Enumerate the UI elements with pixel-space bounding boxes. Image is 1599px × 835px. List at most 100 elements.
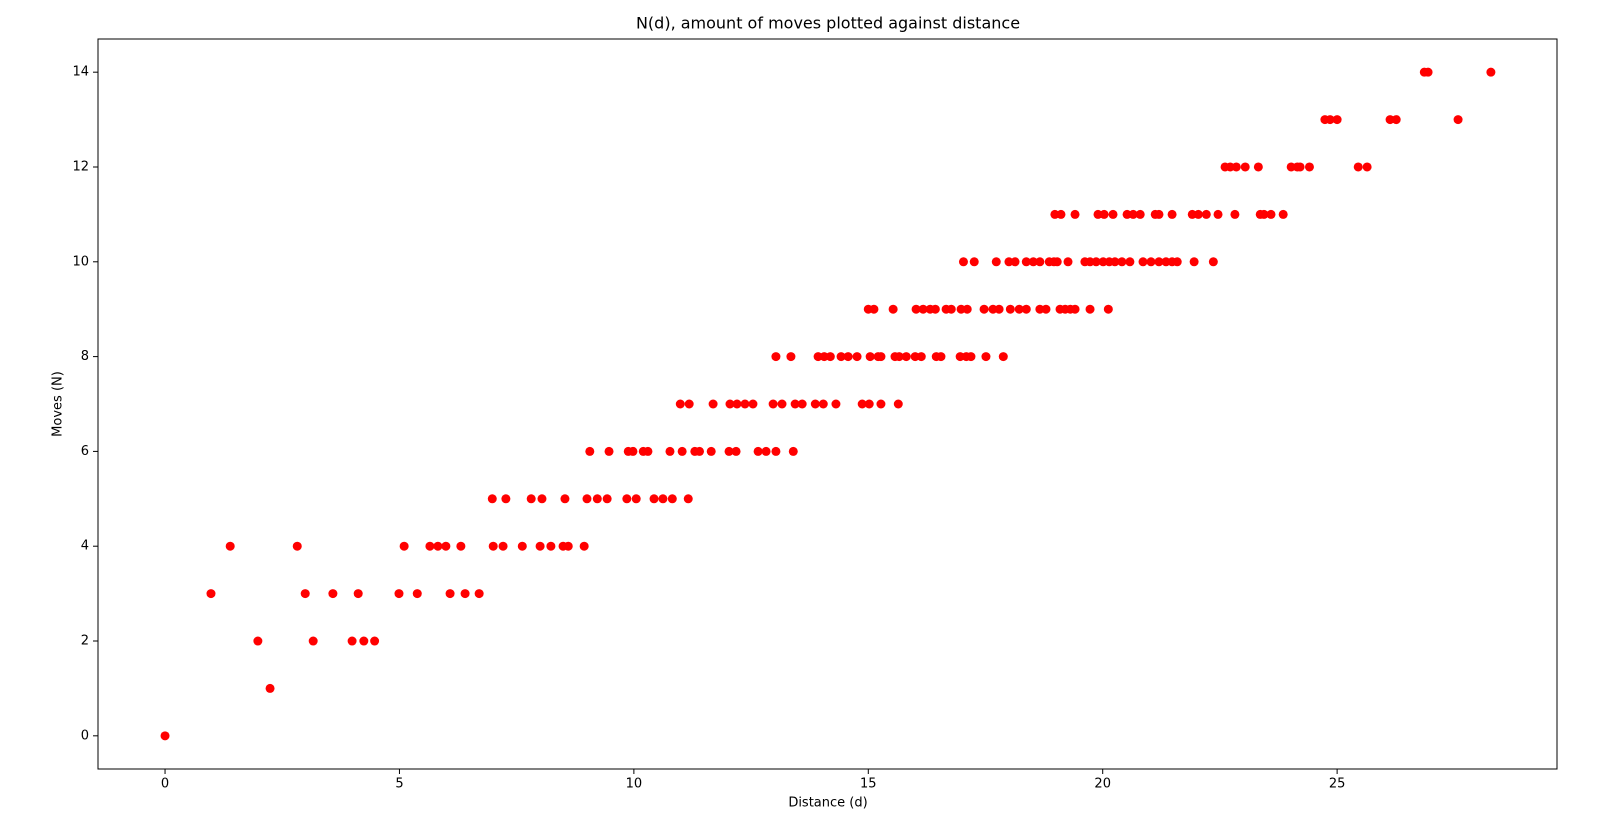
point <box>706 446 716 456</box>
point <box>675 399 685 409</box>
point <box>1099 209 1109 219</box>
y-tick-label: 14 <box>72 65 89 80</box>
point <box>1021 257 1031 267</box>
point <box>969 257 979 267</box>
point <box>1070 304 1080 314</box>
point <box>777 399 787 409</box>
point <box>399 541 409 551</box>
point <box>665 446 675 456</box>
point <box>537 494 547 504</box>
point <box>560 494 570 504</box>
point <box>930 304 940 314</box>
point <box>585 446 595 456</box>
y-tick-label: 6 <box>81 444 89 459</box>
x-tick-label: 5 <box>395 777 403 792</box>
point <box>445 589 455 599</box>
point <box>1125 257 1135 267</box>
point <box>631 494 641 504</box>
point <box>546 541 556 551</box>
point <box>852 352 862 362</box>
point <box>1010 257 1020 267</box>
point <box>1014 304 1024 314</box>
point <box>1117 257 1127 267</box>
point <box>1091 257 1101 267</box>
point <box>517 541 527 551</box>
point <box>958 257 968 267</box>
point <box>857 399 867 409</box>
point <box>979 304 989 314</box>
point <box>1070 209 1080 219</box>
point <box>265 683 275 693</box>
point <box>810 399 820 409</box>
point <box>1135 209 1145 219</box>
point <box>1201 209 1211 219</box>
point <box>658 494 668 504</box>
point <box>225 541 235 551</box>
point <box>498 541 508 551</box>
point <box>998 352 1008 362</box>
point <box>748 399 758 409</box>
x-tick-label: 10 <box>626 777 643 792</box>
point <box>622 494 632 504</box>
point <box>683 494 693 504</box>
point <box>876 352 886 362</box>
point <box>876 399 886 409</box>
point <box>441 541 451 551</box>
point <box>831 399 841 409</box>
point <box>353 589 363 599</box>
point <box>708 399 718 409</box>
point <box>160 731 170 741</box>
point <box>818 399 828 409</box>
point <box>864 399 874 409</box>
point <box>253 636 263 646</box>
point <box>1005 304 1015 314</box>
point <box>797 399 807 409</box>
point <box>535 541 545 551</box>
point <box>790 399 800 409</box>
point <box>825 352 835 362</box>
point <box>328 589 338 599</box>
point <box>1240 162 1250 172</box>
point <box>1128 209 1138 219</box>
point <box>918 304 928 314</box>
point <box>740 399 750 409</box>
point <box>684 399 694 409</box>
point <box>865 352 875 362</box>
point <box>628 446 638 456</box>
point <box>1391 115 1401 125</box>
point <box>1063 257 1073 267</box>
point <box>1231 162 1241 172</box>
point <box>771 446 781 456</box>
point <box>1332 115 1342 125</box>
point <box>901 352 911 362</box>
point <box>1146 257 1156 267</box>
point <box>869 304 879 314</box>
point <box>936 352 946 362</box>
point <box>916 352 926 362</box>
point <box>981 352 991 362</box>
point <box>1189 257 1199 267</box>
point <box>1208 257 1218 267</box>
point <box>1172 257 1182 267</box>
point <box>843 352 853 362</box>
point <box>579 541 589 551</box>
point <box>1085 304 1095 314</box>
point <box>1193 209 1203 219</box>
point <box>911 304 921 314</box>
point <box>1353 162 1363 172</box>
point <box>667 494 677 504</box>
point <box>1278 209 1288 219</box>
point <box>359 636 369 646</box>
point <box>456 541 466 551</box>
point <box>991 257 1001 267</box>
point <box>592 494 602 504</box>
point <box>1486 67 1496 77</box>
point <box>394 589 404 599</box>
point <box>893 399 903 409</box>
point <box>1213 209 1223 219</box>
point <box>732 399 742 409</box>
point <box>888 304 898 314</box>
y-axis-label: Moves (N) <box>51 371 66 437</box>
